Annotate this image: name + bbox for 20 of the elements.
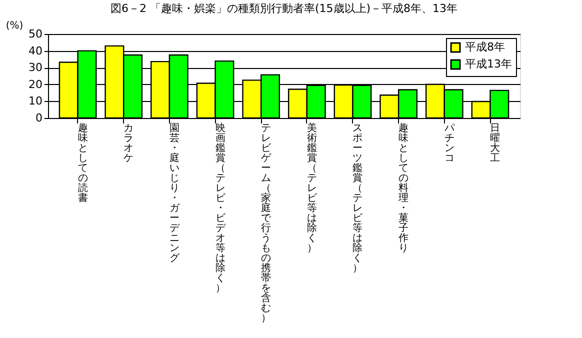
category-label: スポーツ鑑賞（テレビ等は除く） — [352, 123, 363, 274]
y-tick-label: 10 — [28, 94, 42, 108]
x-tick-label: パチンコ — [443, 123, 456, 164]
x-tick-label: カラオケ — [124, 123, 134, 164]
category-label: テレビゲーム（家庭で行うもの携帯を含む） — [261, 123, 272, 324]
chart-title: 図6－2 「趣味・娯楽」の種類別行動者率(15歳以上)－平成8年、13年 — [110, 2, 458, 15]
category-label: 趣味としての料理・菓子作り — [398, 123, 409, 254]
category-label: 映画鑑賞（テレビ・ビデオ等は除く） — [215, 123, 226, 294]
category-label: 園芸・庭いじり・ガーデニング — [169, 123, 180, 264]
y-tick-label: 30 — [28, 61, 42, 74]
x-tick-label: 日曜大工 — [490, 123, 500, 164]
y-axis-title: (%) — [6, 20, 24, 32]
legend-label: 平成8年 — [465, 40, 505, 54]
y-tick-label: 20 — [28, 78, 42, 91]
category-label: 美術鑑賞（テレビ等は除く） — [306, 123, 317, 254]
legend-label: 平成13年 — [465, 58, 512, 70]
y-tick-label: 40 — [28, 44, 42, 58]
x-tick-label: 趣味としての読書 — [78, 122, 88, 204]
y-tick-label: 0 — [36, 112, 42, 124]
y-tick-label: 50 — [28, 28, 42, 40]
